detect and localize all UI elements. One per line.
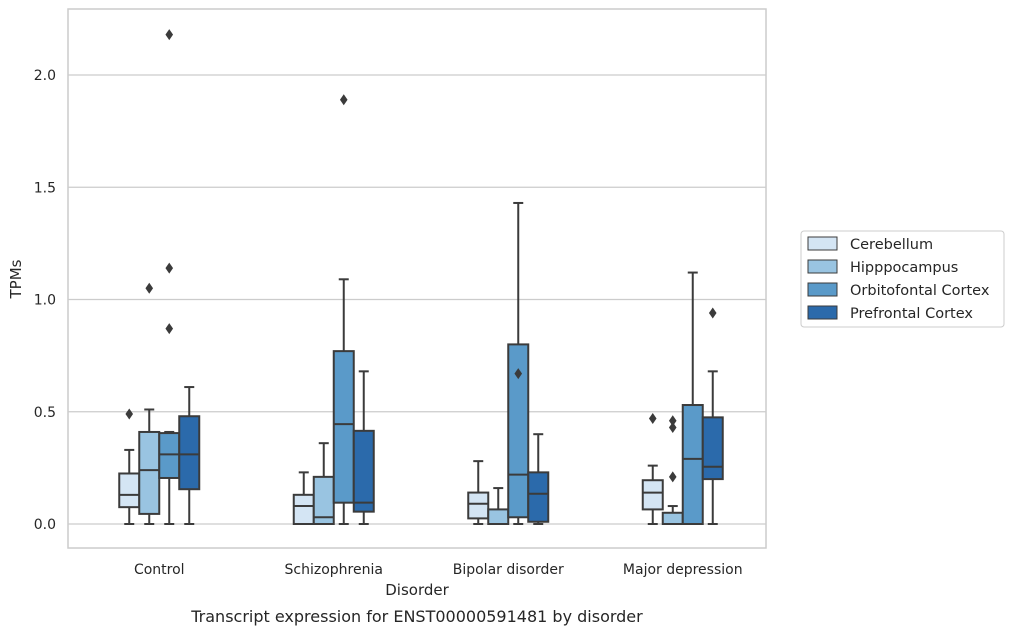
box-iqr [352, 429, 375, 513]
box-prefrontal-cortex [352, 370, 375, 525]
legend-entry: Orbitofontal Cortex [850, 283, 990, 299]
y-tick-label: 1.0 [34, 293, 56, 309]
box-iqr [292, 493, 315, 526]
box-hipppocampus [487, 487, 510, 526]
box-iqr [487, 508, 510, 526]
x-tick-label: Bipolar disorder [453, 562, 564, 578]
box-prefrontal-cortex [178, 386, 201, 525]
outlier-point [165, 29, 174, 41]
outlier-point [514, 368, 523, 380]
box-hipppocampus [312, 442, 335, 526]
box-orbitofontal-cortex [158, 29, 181, 525]
x-tick-label: Schizophrenia [285, 562, 383, 578]
box-hipppocampus [138, 282, 161, 525]
legend-swatch [807, 305, 838, 320]
x-tick-label: Control [134, 562, 185, 578]
box-iqr [178, 415, 201, 491]
box-iqr [467, 491, 490, 520]
legend-frame [800, 230, 1005, 328]
box-iqr [681, 404, 704, 526]
legend: Cerebellum Hipppocampus Orbitofontal Corte… [800, 230, 1005, 328]
box-iqr [701, 416, 724, 481]
box-hipppocampus [661, 415, 684, 526]
y-tick-label: 2.0 [34, 68, 56, 84]
box-orbitofontal-cortex [507, 201, 530, 525]
legend-items: Cerebellum Hipppocampus Orbitofontal Corte… [807, 236, 990, 322]
outlier-point [339, 94, 348, 106]
box-orbitofontal-cortex [681, 271, 704, 526]
outlier-point [125, 408, 134, 420]
box-cerebellum [118, 408, 141, 525]
box-iqr [641, 479, 664, 511]
box-prefrontal-cortex [701, 307, 724, 525]
outlier-point [165, 323, 174, 335]
figure-caption: Transcript expression for ENST0000059148… [190, 607, 643, 626]
y-tick-label: 0.5 [34, 405, 56, 421]
plot-frame [67, 8, 767, 549]
box-iqr [332, 350, 355, 504]
box-iqr [527, 471, 550, 523]
outlier-point [145, 282, 154, 294]
y-tick-label: 0.0 [34, 517, 56, 533]
legend-swatch [807, 282, 838, 297]
x-tick-labels: Control Schizophrenia Bipolar disorder Majo… [134, 562, 743, 578]
outlier-point [708, 307, 717, 319]
box-iqr [118, 472, 141, 509]
box-layer [118, 29, 724, 526]
box-cerebellum [467, 460, 490, 525]
legend-swatch [807, 236, 838, 251]
box-prefrontal-cortex [527, 433, 550, 525]
legend-entry: Cerebellum [850, 237, 933, 253]
outlier-point [668, 421, 677, 433]
y-tick-labels: 0.0 0.5 1.0 1.5 2.0 [34, 68, 56, 533]
box-cerebellum [292, 471, 315, 526]
outlier-point [165, 262, 174, 274]
y-axis-title: TPMs [7, 259, 25, 299]
x-tick-label: Major depression [623, 562, 743, 578]
box-iqr [158, 432, 181, 479]
box-cerebellum [641, 412, 664, 525]
box-iqr [138, 430, 161, 515]
outlier-point [648, 412, 657, 424]
legend-entry: Hipppocampus [850, 260, 958, 276]
box-orbitofontal-cortex [332, 94, 355, 525]
legend-swatch [807, 259, 838, 274]
box-iqr [661, 511, 684, 526]
outlier-point [668, 471, 677, 483]
y-tick-label: 1.5 [34, 180, 56, 196]
legend-entry: Prefrontal Cortex [850, 306, 973, 322]
outlier-point [668, 415, 677, 427]
x-axis-title: Disorder [385, 581, 449, 599]
